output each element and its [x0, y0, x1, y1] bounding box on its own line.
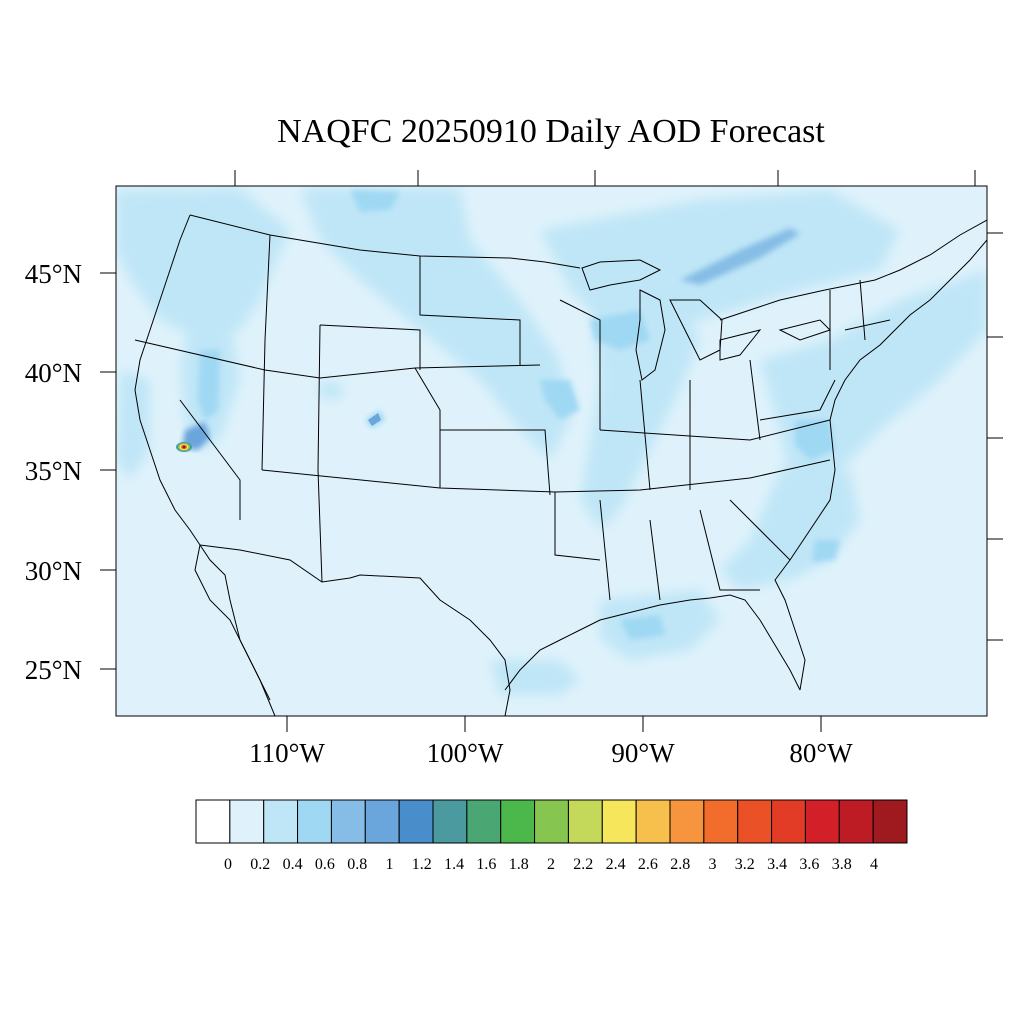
colorbar-swatch — [330, 799, 366, 844]
colorbar-label: 0.8 — [347, 856, 367, 873]
colorbar-swatch — [229, 799, 265, 844]
colorbar-swatch — [669, 799, 705, 844]
colorbar-swatch — [297, 799, 332, 844]
colorbar-swatch — [432, 799, 468, 844]
lat-label: 45°N — [25, 259, 82, 289]
colorbar-swatch — [804, 799, 840, 844]
colorbar-label: 2.6 — [638, 856, 658, 873]
colorbar-label: 1.6 — [476, 856, 496, 873]
colorbar-label: 2 — [547, 856, 555, 873]
lat-label: 35°N — [25, 456, 82, 486]
lon-label: 80°W — [789, 738, 853, 768]
colorbar-swatch — [466, 799, 502, 844]
colorbar-swatch — [567, 799, 603, 844]
colorbar-label: 3.6 — [799, 856, 819, 873]
lon-label: 110°W — [249, 738, 325, 768]
aod-field — [116, 188, 987, 695]
colorbar-label: 2.2 — [573, 856, 593, 873]
colorbar-labels: 0 0.2 0.4 0.6 0.8 1 1.2 1.4 1.6 1.8 2 2.2 2.4 2.6 2.8 3… — [224, 856, 878, 873]
colorbar-swatch — [398, 799, 434, 844]
colorbar-swatch — [500, 799, 536, 844]
colorbar-label: 2.4 — [606, 856, 626, 873]
colorbar-label: 1.8 — [509, 856, 529, 873]
colorbar-label: 2.8 — [670, 856, 690, 873]
colorbar-swatch — [195, 799, 231, 844]
fire-hotspot — [176, 442, 192, 452]
colorbar-label: 3.8 — [832, 856, 852, 873]
map-boundaries — [134, 214, 987, 716]
colorbar-label: 1.2 — [412, 856, 432, 873]
colorbar-label: 1.4 — [444, 856, 464, 873]
colorbar-swatch — [771, 799, 806, 844]
lat-label: 25°N — [25, 655, 82, 685]
colorbar-swatch — [872, 799, 908, 844]
colorbar-label: 3.4 — [767, 856, 787, 873]
lon-label: 90°W — [611, 738, 675, 768]
map-title: NAQFC 20250910 Daily AOD Forecast — [277, 113, 825, 150]
lat-label: 40°N — [25, 358, 82, 388]
colorbar-label: 0.2 — [250, 856, 270, 873]
colorbar-swatch — [635, 799, 671, 844]
axis-ticks — [100, 170, 1003, 732]
map-frame — [115, 185, 988, 717]
latitude-labels: 45°N 40°N 35°N 30°N 25°N — [25, 259, 82, 685]
colorbar-label: 4 — [870, 856, 878, 873]
colorbar-label: 0 — [224, 856, 232, 873]
colorbar-swatch — [364, 799, 400, 844]
lon-label: 100°W — [427, 738, 504, 768]
colorbar-swatch — [838, 799, 874, 844]
colorbar-swatch — [534, 799, 569, 844]
colorbar-label: 0.4 — [283, 856, 303, 873]
lat-label: 30°N — [25, 556, 82, 586]
colorbar-swatch — [263, 799, 299, 844]
colorbar-label: 3.2 — [735, 856, 755, 873]
colorbar — [195, 799, 908, 844]
colorbar-swatch — [601, 799, 637, 844]
longitude-labels: 110°W 100°W 90°W 80°W — [249, 738, 853, 768]
colorbar-label: 0.6 — [315, 856, 335, 873]
colorbar-swatch — [703, 799, 739, 844]
colorbar-swatch — [737, 799, 773, 844]
colorbar-label: 3 — [709, 856, 717, 873]
colorbar-label: 1 — [386, 856, 394, 873]
